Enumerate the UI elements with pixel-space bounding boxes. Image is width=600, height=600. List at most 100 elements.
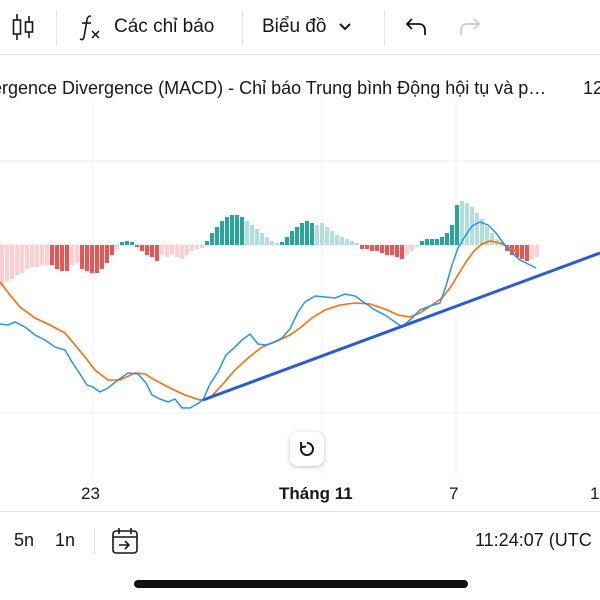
signal-line bbox=[0, 240, 519, 401]
histogram-bar bbox=[60, 245, 64, 271]
histogram-bar bbox=[20, 245, 24, 273]
range-1n-button[interactable]: 1n bbox=[55, 530, 76, 550]
histogram-bar bbox=[105, 245, 109, 263]
histogram-bar bbox=[310, 223, 314, 245]
histogram-bar bbox=[535, 245, 539, 257]
grid-lines bbox=[0, 100, 600, 475]
histogram-bar bbox=[150, 245, 154, 257]
histogram-bar bbox=[80, 245, 84, 269]
histogram-bar bbox=[75, 245, 79, 263]
histogram-bar bbox=[360, 245, 364, 249]
histogram-bar bbox=[445, 233, 449, 245]
histogram-bar bbox=[390, 245, 394, 255]
indicator-value: 12 bbox=[583, 78, 600, 98]
histogram-bar bbox=[175, 245, 179, 257]
histogram-bar bbox=[430, 239, 434, 245]
histogram-bar bbox=[485, 227, 489, 245]
histogram-bar bbox=[415, 245, 419, 247]
histogram-bar bbox=[90, 245, 94, 273]
indicators-button[interactable]: Các chỉ báo bbox=[78, 0, 214, 54]
histogram-bar bbox=[95, 245, 99, 273]
histogram-bar bbox=[365, 245, 369, 249]
histogram-bar bbox=[30, 245, 34, 267]
indicators-label: Các chỉ báo bbox=[114, 16, 215, 37]
histogram-bar bbox=[200, 245, 204, 248]
histogram-bar bbox=[155, 245, 159, 261]
histogram-bar bbox=[120, 242, 124, 245]
histogram-bar bbox=[100, 245, 104, 269]
histogram-bar bbox=[345, 239, 349, 245]
histogram-bar bbox=[330, 231, 334, 245]
histogram-bar bbox=[10, 245, 14, 279]
reset-chart-button[interactable] bbox=[290, 432, 324, 466]
histogram-bar bbox=[115, 245, 119, 249]
histogram-bar bbox=[15, 245, 19, 275]
histogram-bar bbox=[160, 245, 164, 255]
histogram-bar bbox=[375, 245, 379, 251]
histogram-bar bbox=[260, 233, 264, 245]
histogram-bar bbox=[185, 245, 189, 255]
histogram-bar bbox=[5, 245, 9, 281]
histogram-bar bbox=[400, 245, 404, 259]
histogram-bar bbox=[225, 217, 229, 245]
histogram-bar bbox=[220, 221, 224, 245]
histogram-bar bbox=[190, 245, 194, 251]
x-tick-label: 23 bbox=[81, 484, 100, 503]
histogram-bar bbox=[320, 223, 324, 245]
histogram-bar bbox=[265, 237, 269, 245]
histogram-bar bbox=[140, 245, 144, 251]
histogram-bar bbox=[480, 219, 484, 245]
histogram-bar bbox=[110, 245, 114, 255]
trend-line[interactable] bbox=[202, 251, 600, 402]
histogram-bar bbox=[165, 245, 169, 257]
histogram-bar bbox=[65, 245, 69, 271]
histogram-bar bbox=[350, 241, 354, 245]
histogram-bar bbox=[305, 221, 309, 245]
histogram-bar bbox=[255, 229, 259, 245]
histogram-bar bbox=[195, 245, 199, 249]
histogram-bar bbox=[215, 227, 219, 245]
undo-icon[interactable] bbox=[404, 0, 428, 54]
histogram-bar bbox=[490, 233, 494, 245]
x-tick-label: Tháng 11 bbox=[279, 484, 353, 503]
chevron-down-icon bbox=[338, 22, 352, 32]
indicator-title[interactable]: ergence Divergence (MACD) - Chỉ báo Trun… bbox=[0, 78, 547, 98]
histogram-bar bbox=[285, 237, 289, 245]
histogram-bar bbox=[420, 241, 424, 245]
histogram-bar bbox=[270, 241, 274, 245]
x-tick-label: 1 bbox=[590, 484, 600, 503]
chart-type-button[interactable]: Biểu đồ bbox=[262, 0, 352, 54]
chart-type-label: Biểu đồ bbox=[262, 16, 327, 37]
histogram-bar bbox=[455, 205, 459, 245]
histogram-bar bbox=[55, 245, 59, 269]
go-to-date-icon[interactable] bbox=[110, 526, 140, 561]
histogram-bar bbox=[290, 231, 294, 245]
histogram-bar bbox=[385, 245, 389, 255]
range-5n-button[interactable]: 5n bbox=[14, 530, 35, 550]
histogram-bar bbox=[180, 245, 184, 259]
histogram-bar bbox=[465, 203, 469, 245]
histogram-bar bbox=[210, 233, 214, 245]
histogram-bar bbox=[405, 245, 409, 255]
histogram-bar bbox=[245, 221, 249, 245]
reset-icon bbox=[297, 439, 317, 459]
macd-chart[interactable] bbox=[0, 100, 600, 510]
redo-icon[interactable] bbox=[458, 0, 482, 54]
histogram-bar bbox=[440, 237, 444, 245]
histogram-bar bbox=[230, 215, 234, 245]
histogram-bar bbox=[315, 225, 319, 245]
histogram-bar bbox=[395, 245, 399, 257]
histogram-bar bbox=[40, 245, 44, 265]
histogram-bar bbox=[530, 245, 534, 259]
histogram-bar bbox=[410, 245, 414, 251]
clock-time[interactable]: 11:24:07 (UTC bbox=[475, 530, 592, 550]
histogram-bar bbox=[370, 245, 374, 251]
histogram-bar bbox=[85, 245, 89, 271]
histogram-bar bbox=[235, 215, 239, 245]
histogram-bar bbox=[135, 245, 139, 247]
top-toolbar: Các chỉ báo Biểu đồ bbox=[0, 0, 600, 54]
candlestick-icon[interactable] bbox=[10, 0, 36, 54]
histogram-bar bbox=[295, 227, 299, 245]
histogram-bar bbox=[45, 245, 49, 265]
histogram-bar bbox=[520, 245, 524, 259]
